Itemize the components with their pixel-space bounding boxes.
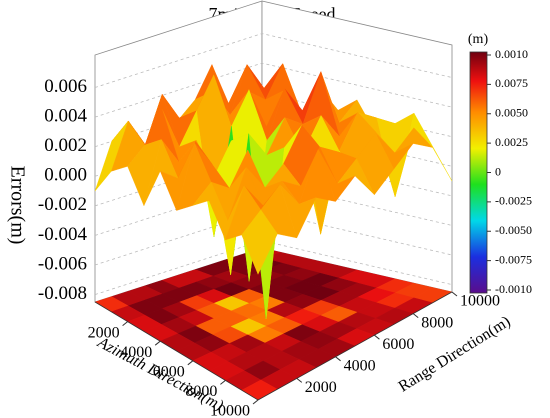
- x-tick-label: 8000: [185, 383, 217, 400]
- z-tick-label: -0.004: [38, 224, 88, 245]
- y-tick: [296, 378, 303, 383]
- z-tick-label: -0.002: [38, 194, 87, 215]
- colorbar-tick-label: -0.0050: [495, 223, 532, 237]
- y-tick-label: 6000: [382, 336, 414, 353]
- colorbar-tick-label: 0.0025: [495, 135, 528, 149]
- colorbar-tick-label: 0.0075: [495, 76, 528, 90]
- x-tick: [122, 321, 128, 326]
- x-tick-label: 6000: [153, 363, 185, 380]
- y-axis-label: Range Direction(m): [396, 313, 514, 395]
- z-axis-label: Errors(m): [6, 166, 28, 245]
- z-tick-label: 0.000: [44, 165, 87, 186]
- z-tick-label: 0.004: [44, 105, 87, 126]
- x-tick: [187, 360, 194, 366]
- y-tick: [374, 334, 380, 340]
- colorbar-tick-label: -0.0025: [495, 194, 532, 208]
- y-tick: [451, 291, 458, 297]
- colorbar-tick-label: 0.0010: [495, 47, 528, 61]
- x-tick-label: 4000: [120, 344, 152, 361]
- y-tick-label: 4000: [344, 357, 376, 374]
- y-tick: [412, 313, 419, 318]
- colorbar-tick-label: -0.0010: [495, 282, 532, 296]
- x-tick-label: 2000: [88, 324, 120, 341]
- colorbar-tick-label: -0.0075: [495, 252, 532, 266]
- y-tick-label: 10000: [460, 293, 500, 310]
- colorbar-title: (m): [468, 32, 489, 47]
- colorbar-tick-label: 0.0050: [495, 106, 528, 120]
- y-tick-label: 2000: [305, 379, 337, 396]
- y-tick: [335, 356, 341, 362]
- y-tick-label: 8000: [421, 314, 453, 331]
- z-tick-label: 0.006: [44, 76, 87, 97]
- colorbar-tick-label: 0: [495, 164, 501, 178]
- z-tick-label: -0.008: [38, 283, 87, 304]
- grid-line: [94, 33, 453, 88]
- z-tick-label: -0.006: [38, 253, 87, 274]
- z-tick-label: 0.002: [44, 135, 87, 156]
- grid-line: [94, 62, 453, 118]
- x-tick: [252, 399, 259, 405]
- x-tick: [154, 340, 161, 346]
- surface-cell: [241, 209, 278, 275]
- x-tick-label: 10000: [210, 403, 250, 418]
- colorbar: [469, 51, 488, 294]
- x-tick: [220, 380, 226, 385]
